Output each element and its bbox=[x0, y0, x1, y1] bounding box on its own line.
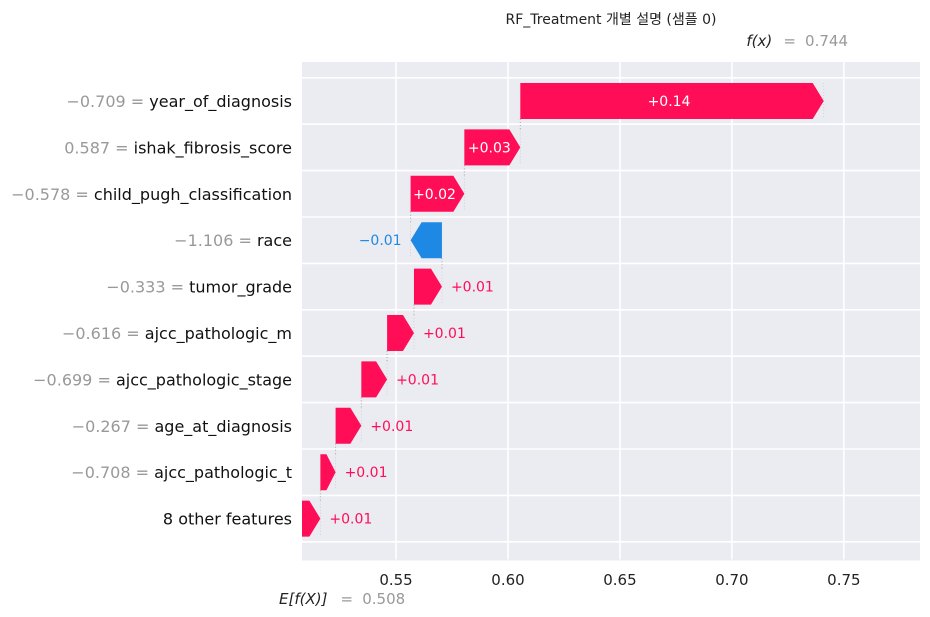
x-tick-label: 0.55 bbox=[379, 571, 412, 589]
feature-value: −0.333 = bbox=[106, 278, 189, 297]
bar-positive bbox=[320, 454, 336, 491]
base-equals: = bbox=[341, 590, 354, 608]
bar-value-label: +0.01 bbox=[451, 280, 494, 296]
feature-label: −0.333 = tumor_grade bbox=[106, 278, 292, 298]
fx-equals: = bbox=[783, 32, 796, 50]
feature-name: child_pugh_classification bbox=[94, 185, 292, 205]
feature-label: −0.267 = age_at_diagnosis bbox=[72, 417, 292, 437]
bar-positive bbox=[361, 361, 388, 398]
feature-label: −1.106 = race bbox=[174, 231, 292, 250]
feature-name: ajcc_pathologic_stage bbox=[116, 370, 292, 390]
bar-positive bbox=[520, 83, 824, 119]
feature-value: 0.587 = bbox=[64, 138, 133, 157]
bar-value-label: +0.01 bbox=[345, 465, 388, 481]
feature-name: age_at_diagnosis bbox=[155, 417, 293, 437]
feature-labels: +0.14 −0.709 = year_of_diagnosis +0.03 0.58… bbox=[11, 92, 690, 529]
base-label: E[f(X)] bbox=[279, 590, 328, 608]
bars bbox=[302, 83, 824, 537]
fx-label: f(x) bbox=[746, 32, 772, 50]
plot-background bbox=[302, 62, 920, 560]
bar-positive bbox=[387, 315, 414, 351]
bar-value-label: +0.02 bbox=[413, 187, 456, 203]
bar-positive bbox=[413, 268, 442, 305]
fx-annotation: f(x) = 0.744 bbox=[746, 31, 848, 50]
bar-positive bbox=[464, 129, 521, 166]
fx-value: 0.744 bbox=[805, 32, 848, 50]
bar-value-label: +0.01 bbox=[396, 372, 439, 388]
bar-negative bbox=[410, 222, 442, 259]
x-axis-ticks: 0.55 0.60 0.65 0.70 0.75 bbox=[302, 559, 920, 589]
x-tick-label: 0.75 bbox=[827, 571, 860, 589]
chart-title: RF_Treatment 개별 설명 (샘플 0) bbox=[506, 12, 717, 28]
base-value: 0.508 bbox=[362, 590, 405, 608]
feature-value: −0.709 = bbox=[66, 92, 149, 111]
feature-value: −1.106 = bbox=[174, 231, 257, 250]
bar-value-label: +0.01 bbox=[370, 419, 413, 435]
bar-positive bbox=[302, 500, 321, 537]
feature-label: −0.708 = ajcc_pathologic_t bbox=[71, 463, 292, 483]
feature-name: tumor_grade bbox=[189, 278, 292, 298]
bar-value-label: +0.01 bbox=[329, 512, 372, 528]
feature-label: −0.578 = child_pugh_classification bbox=[11, 185, 292, 205]
feature-name: race bbox=[257, 231, 292, 250]
feature-name: ajcc_pathologic_m bbox=[145, 324, 292, 344]
feature-name: ishak_fibrosis_score bbox=[134, 138, 292, 158]
feature-name: 8 other features bbox=[163, 510, 292, 529]
feature-value: −0.616 = bbox=[62, 324, 145, 343]
feature-value: −0.708 = bbox=[71, 463, 154, 482]
feature-label: −0.699 = ajcc_pathologic_stage bbox=[33, 370, 292, 390]
feature-value: −0.699 = bbox=[33, 370, 116, 389]
feature-name: year_of_diagnosis bbox=[149, 92, 292, 112]
feature-value: −0.578 = bbox=[11, 185, 94, 204]
bar-positive bbox=[335, 407, 362, 444]
grid-lines bbox=[302, 62, 920, 560]
x-tick-label: 0.60 bbox=[491, 571, 524, 589]
feature-label: 8 other features bbox=[163, 510, 292, 529]
bar-value-label: +0.14 bbox=[648, 94, 691, 110]
bar-value-label: −0.01 bbox=[359, 233, 402, 249]
bar-value-label: +0.03 bbox=[468, 140, 511, 156]
feature-label: 0.587 = ishak_fibrosis_score bbox=[64, 138, 292, 158]
feature-name: ajcc_pathologic_t bbox=[154, 463, 292, 483]
x-tick-label: 0.70 bbox=[715, 571, 748, 589]
base-annotation: E[f(X)] = 0.508 bbox=[279, 589, 405, 608]
feature-label: −0.616 = ajcc_pathologic_m bbox=[62, 324, 292, 344]
bar-positive bbox=[410, 175, 465, 212]
bar-value-label: +0.01 bbox=[423, 326, 466, 342]
feature-value: −0.267 = bbox=[72, 417, 155, 436]
x-tick-label: 0.65 bbox=[603, 571, 636, 589]
feature-label: −0.709 = year_of_diagnosis bbox=[66, 92, 292, 112]
